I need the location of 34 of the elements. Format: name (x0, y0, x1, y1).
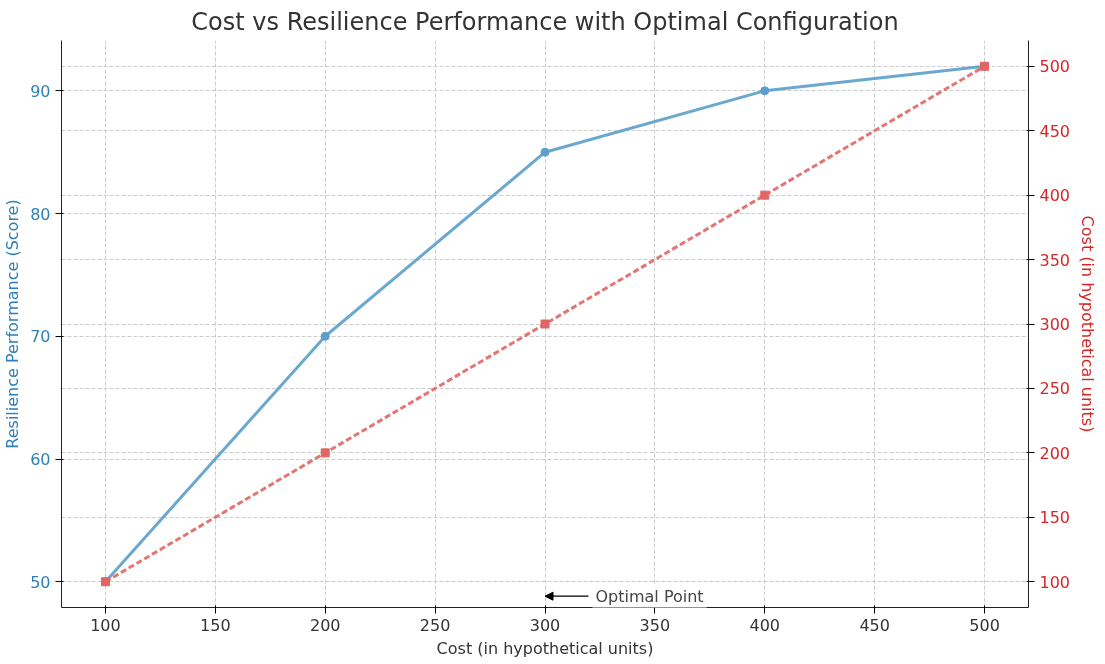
y-tick-label: 50 (30, 572, 51, 592)
x-tick-label: 200 (309, 615, 341, 635)
point (760, 86, 770, 96)
point (320, 448, 330, 458)
y-axis-title: Resilience Performance (Score) (3, 199, 23, 449)
x-axis-title: Cost (in hypothetical units) (436, 638, 654, 658)
x-tick-label: 350 (639, 615, 671, 635)
x-tick-label: 450 (859, 615, 890, 635)
y-tick-label: 80 (30, 204, 51, 224)
point (320, 331, 330, 341)
point (540, 147, 550, 157)
y-tick-label: 70 (30, 327, 51, 347)
y-tick-label: 60 (30, 450, 51, 469)
x-tick-label: 500 (969, 615, 1000, 635)
x-tick-label: 250 (419, 615, 451, 635)
y2-tick-label: 100 (1039, 572, 1071, 592)
y2-tick-label: 500 (1039, 57, 1071, 77)
x-tick-label: 150 (200, 615, 231, 635)
y2-tick-label: 400 (1039, 186, 1071, 206)
x-tick-label: 300 (529, 615, 561, 635)
x-tick-label: 100 (90, 615, 121, 635)
y2-tick-label: 300 (1039, 315, 1071, 334)
point (540, 319, 550, 329)
y2-tick-label: 200 (1039, 443, 1071, 463)
y2-tick-label: 150 (1039, 508, 1071, 528)
point (760, 190, 770, 200)
y2-tick-label: 350 (1039, 250, 1071, 270)
y-tick-label: 90 (30, 81, 51, 101)
x-tick-label: 400 (749, 615, 781, 635)
annotation: Optimal Point (595, 586, 704, 606)
y2-tick-label: 450 (1039, 121, 1071, 141)
y2-tick-label: 250 (1039, 379, 1071, 399)
y2-axis-title: Cost (in hypothetical units) (1078, 215, 1098, 433)
chart-title: Cost vs Resilience Performance with Optimal Configuration (191, 7, 899, 36)
